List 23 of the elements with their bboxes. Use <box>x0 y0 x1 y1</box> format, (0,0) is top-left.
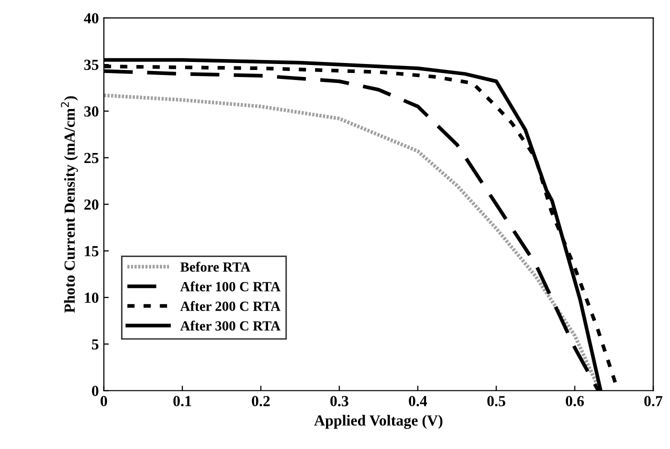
x-tick-label: 0.6 <box>566 396 584 406</box>
x-tick-label: 0 <box>100 396 108 406</box>
legend-label: Before RTA <box>180 262 250 272</box>
y-tick-label: 0 <box>92 386 98 396</box>
y-tick-label: 20 <box>84 199 98 210</box>
y-tick-label: 40 <box>84 13 98 24</box>
legend-label: After 200 C RTA <box>180 301 280 311</box>
legend-label: After 100 C RTA <box>180 281 280 292</box>
x-tick-label: 0.3 <box>330 396 348 406</box>
legend-label: After 300 C RTA <box>180 320 280 331</box>
x-tick-label: 0.7 <box>644 396 662 406</box>
y-tick-label: 35 <box>84 60 98 70</box>
y-tick-label: 5 <box>92 339 98 350</box>
y-axis-title: Photo Current Density (mA/cm$^{2}$) <box>60 96 78 313</box>
x-tick-label: 0.5 <box>487 396 506 406</box>
x-tick-label: 0.2 <box>252 396 270 406</box>
x-tick-label: 0.4 <box>408 396 428 406</box>
x-axis-title: Applied Voltage (V) <box>314 414 442 429</box>
y-tick-label: 30 <box>84 106 98 117</box>
y-tick-label: 25 <box>84 152 98 164</box>
y-tick-label: 10 <box>84 292 98 303</box>
y-tick-label: 15 <box>84 246 98 256</box>
x-tick-label: 0.1 <box>173 396 192 406</box>
